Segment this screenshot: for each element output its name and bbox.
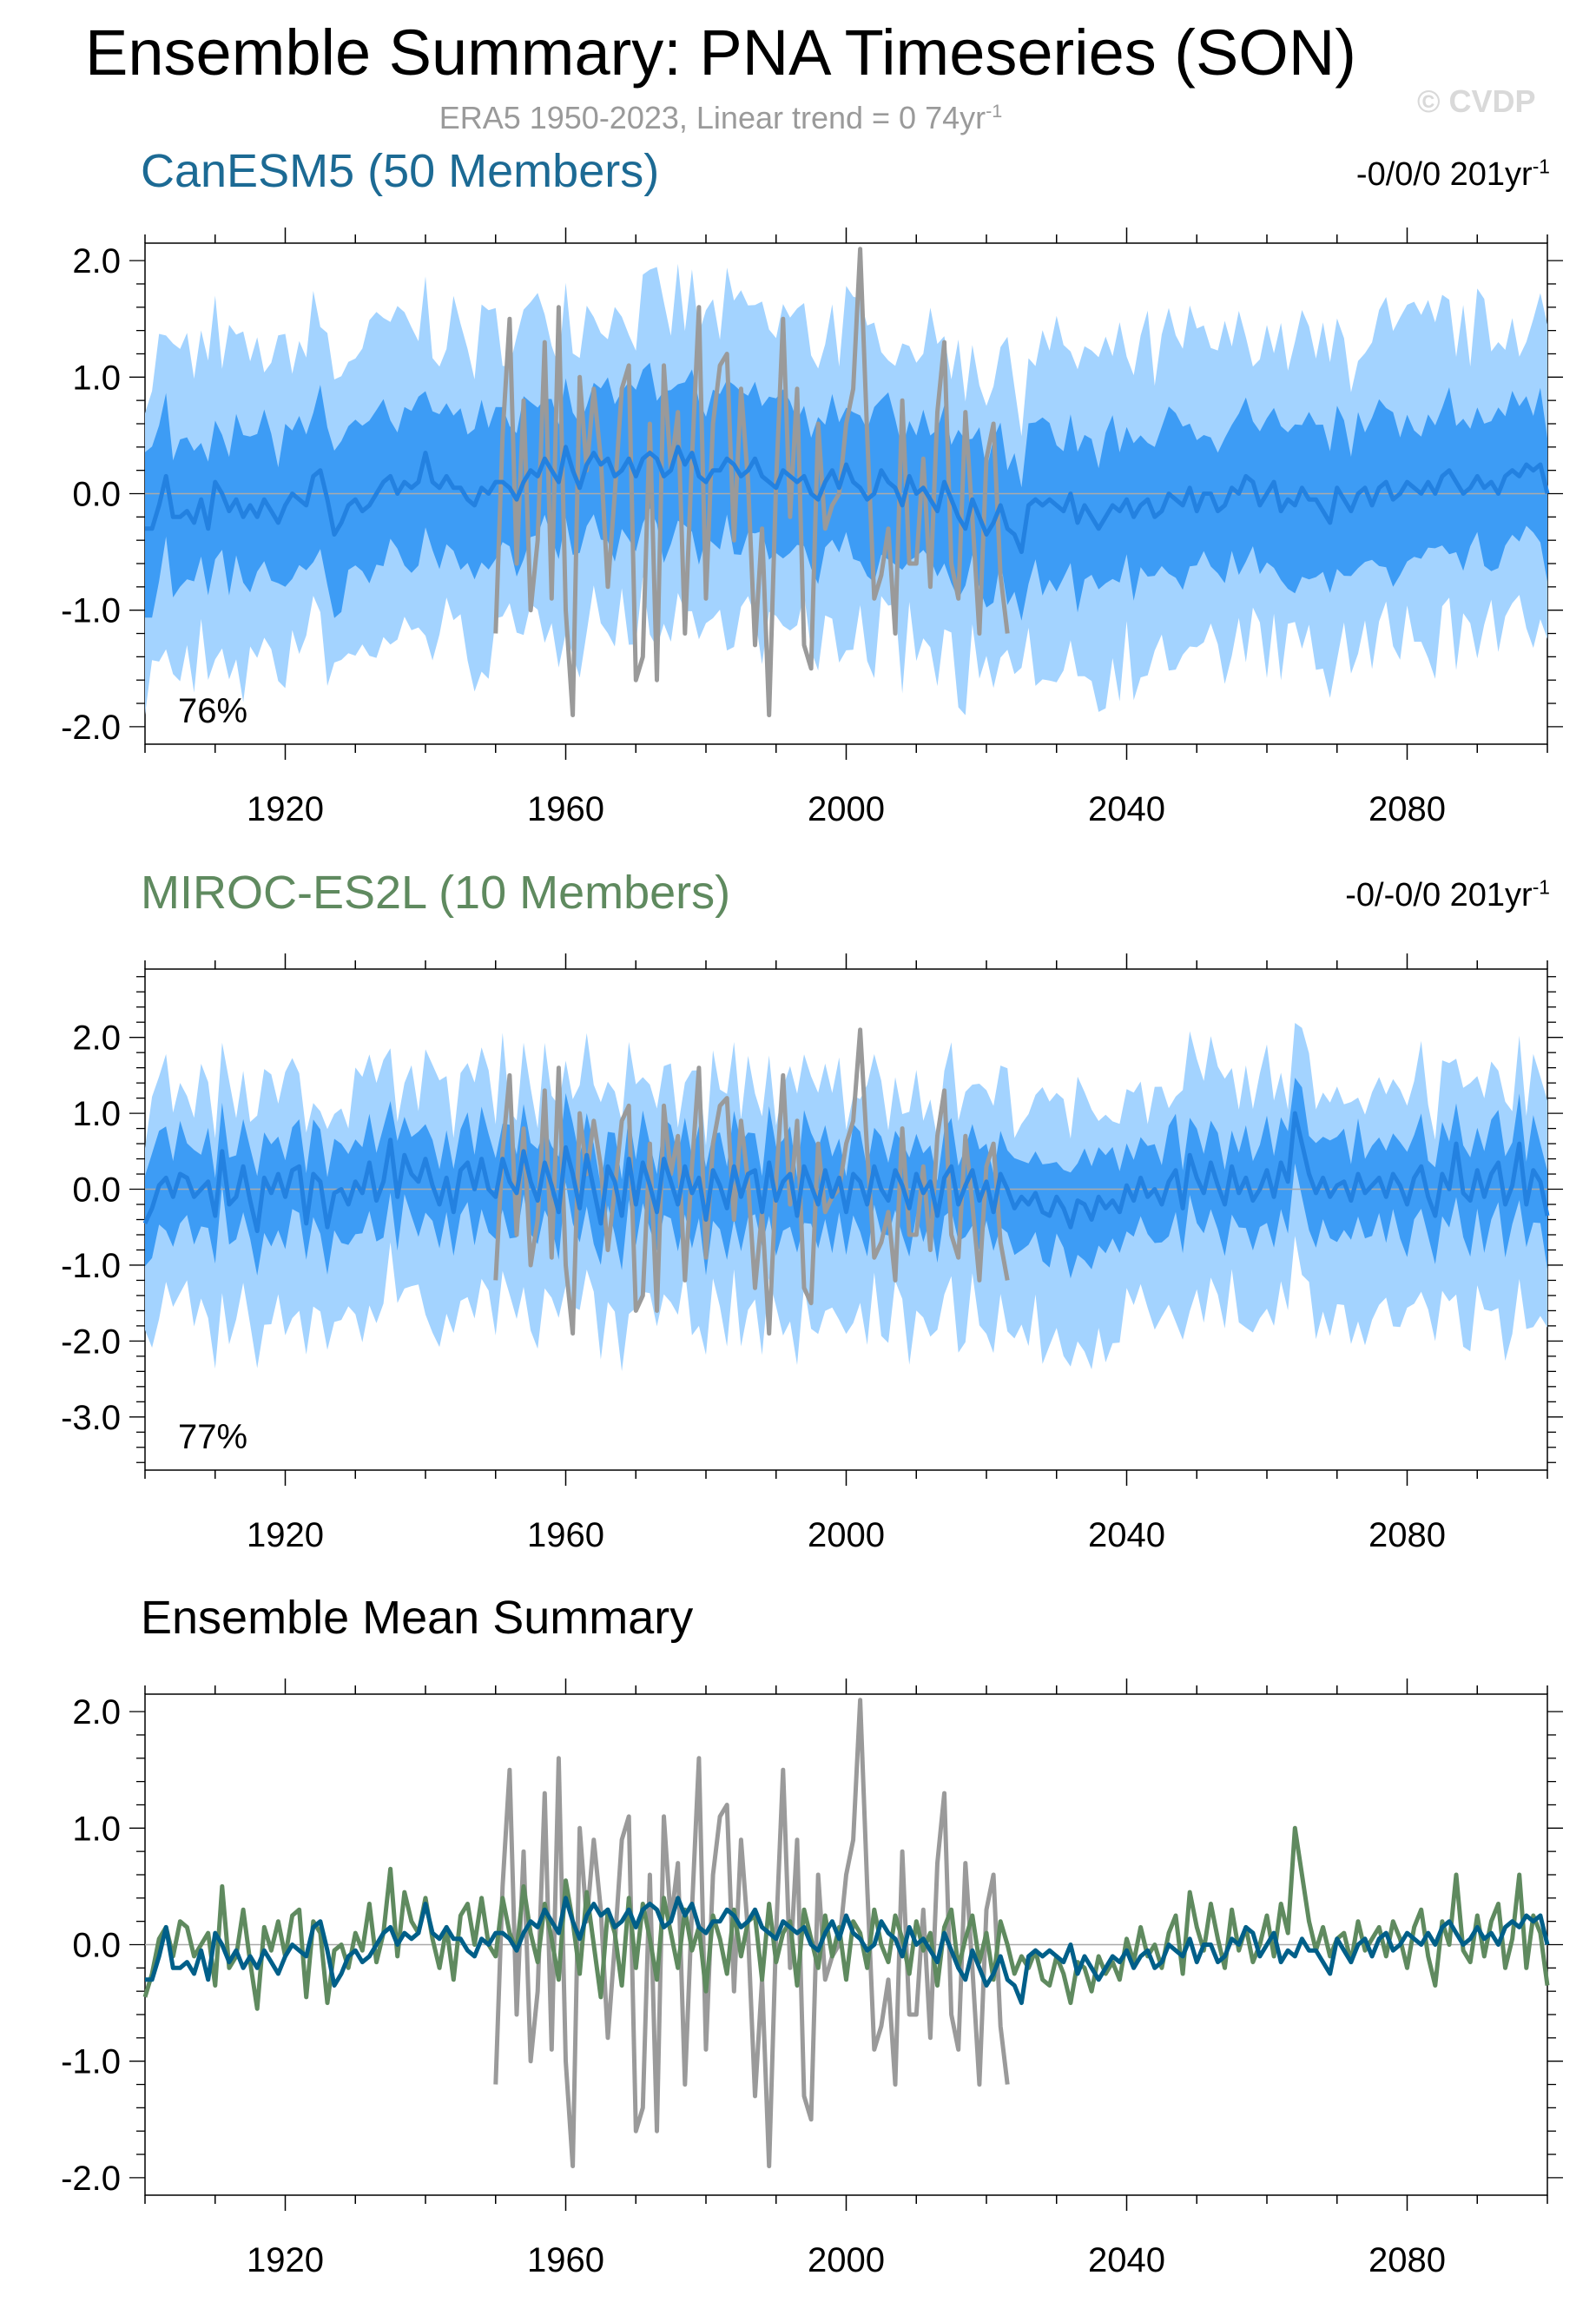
miroc-mean-line — [142, 1825, 1550, 2011]
chart-subtitle: ERA5 1950-2023, Linear trend = 0 74yr-1 — [0, 100, 1441, 136]
ensemble-mean-line — [145, 445, 1550, 555]
y-tick-label: -3.0 — [61, 1399, 121, 1437]
percent-label: 77% — [178, 1418, 247, 1456]
canesm5-trend-superscript: -1 — [1532, 155, 1550, 178]
y-tick-label: 2.0 — [72, 1019, 121, 1058]
y-tick-label: 2.0 — [72, 1693, 121, 1731]
ensemble-10-90-band — [145, 362, 1547, 621]
x-tick-label: 1960 — [527, 1516, 604, 1554]
x-tick-label: 2000 — [808, 790, 885, 828]
y-tick-label: 2.0 — [72, 242, 121, 280]
x-tick-label: 1960 — [527, 790, 604, 828]
canesm5-trend-text: -0/0/0 201yr — [1355, 156, 1533, 193]
miroc-trend-text: -0/-0/0 201yr — [1345, 877, 1533, 913]
y-tick-label: 1.0 — [72, 1810, 121, 1848]
y-tick-label: 0.0 — [72, 476, 121, 514]
canesm5-trend-label: -0/0/0 201yr-1 — [1356, 156, 1550, 194]
subtitle-text: ERA5 1950-2023, Linear trend = 0 74yr — [439, 100, 986, 135]
x-tick-label: 2080 — [1368, 1516, 1446, 1554]
era5-observed-line — [493, 1027, 1010, 1336]
miroc-trend-superscript: -1 — [1532, 875, 1550, 899]
x-tick-label: 2000 — [808, 1516, 885, 1554]
y-tick-label: 0.0 — [72, 1927, 121, 1965]
y-tick-label: 1.0 — [72, 1095, 121, 1133]
canesm5-panel-title: CanESM5 (50 Members) — [141, 145, 660, 197]
ensemble-mean-plot: 2.0 1.0 0.0 -1.0 -2.0 1920 1960 2000 2040 2080 — [61, 1679, 1563, 2279]
y-tick-label: -2.0 — [61, 2160, 121, 2198]
percent-label: 76% — [178, 692, 247, 730]
y-tick-label: -2.0 — [61, 1322, 121, 1361]
miroc-panel-title: MIROC-ES2L (10 Members) — [141, 867, 731, 919]
miroc-trend-label: -0/-0/0 201yr-1 — [1345, 877, 1550, 914]
era5-observed-line — [493, 1698, 1010, 2168]
x-tick-label: 2000 — [808, 2241, 885, 2279]
x-tick-label: 2080 — [1368, 790, 1446, 828]
x-tick-label: 1960 — [527, 2241, 604, 2279]
subtitle-superscript: -1 — [986, 100, 1003, 122]
y-tick-label: -1.0 — [61, 592, 121, 630]
y-tick-label: -1.0 — [61, 1247, 121, 1285]
ensemble-mean-line — [142, 1111, 1550, 1234]
canesm5-mean-line — [145, 1896, 1550, 2006]
ensemble-10-90-band — [145, 1078, 1547, 1279]
x-tick-label: 2040 — [1088, 790, 1165, 828]
copyright-watermark: © CVDP — [1417, 83, 1536, 119]
x-tick-label: 2040 — [1088, 1516, 1165, 1554]
x-tick-label: 2080 — [1368, 2241, 1446, 2279]
miroc-plot: 2.0 1.0 0.0 -1.0 -2.0 -3.0 1920 1960 2000 2040 208… — [61, 953, 1563, 1554]
chart-title: Ensemble Summary: PNA Timeseries (SON) — [85, 16, 1356, 89]
y-tick-label: -1.0 — [61, 2043, 121, 2081]
y-tick-label: 1.0 — [72, 359, 121, 397]
canesm5-plot: 2.0 1.0 0.0 -1.0 -2.0 1920 1960 2000 2040 2080 76% — [61, 228, 1563, 828]
x-tick-label: 1920 — [247, 1516, 324, 1554]
x-tick-label: 1920 — [247, 2241, 324, 2279]
y-tick-label: 0.0 — [72, 1171, 121, 1210]
x-tick-label: 2040 — [1088, 2241, 1165, 2279]
era5-observed-line — [493, 247, 1010, 717]
x-tick-label: 1920 — [247, 790, 324, 828]
ensemble-mean-panel-title: Ensemble Mean Summary — [141, 1592, 694, 1644]
y-tick-label: -2.0 — [61, 709, 121, 747]
